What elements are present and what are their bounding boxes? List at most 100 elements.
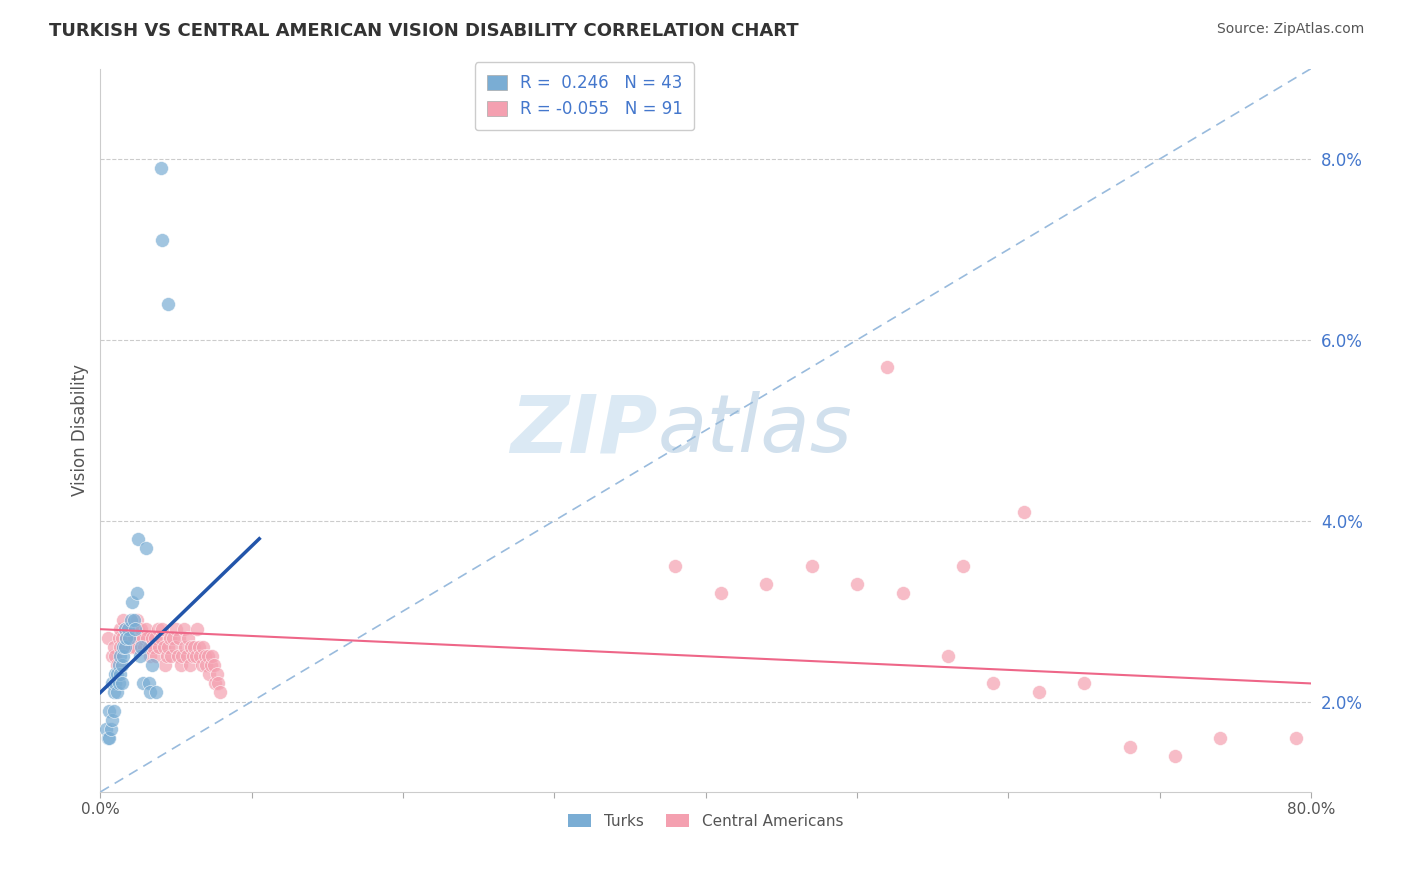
Point bbox=[166, 649, 188, 664]
Point bbox=[145, 685, 167, 699]
Point bbox=[664, 558, 686, 573]
Point bbox=[200, 658, 222, 673]
Point bbox=[1164, 748, 1187, 763]
Point bbox=[107, 658, 129, 673]
Point bbox=[135, 541, 157, 555]
Point bbox=[155, 658, 177, 673]
Point bbox=[121, 595, 143, 609]
Point bbox=[100, 722, 122, 736]
Point bbox=[163, 640, 186, 655]
Point bbox=[129, 622, 152, 636]
Point bbox=[180, 640, 202, 655]
Point bbox=[110, 658, 132, 673]
Point bbox=[104, 667, 127, 681]
Point bbox=[128, 632, 150, 646]
Point bbox=[98, 704, 121, 718]
Legend: Turks, Central Americans: Turks, Central Americans bbox=[562, 807, 849, 835]
Point bbox=[198, 667, 221, 681]
Point bbox=[136, 632, 159, 646]
Point bbox=[148, 640, 170, 655]
Point bbox=[981, 676, 1004, 690]
Point bbox=[141, 632, 163, 646]
Point bbox=[183, 640, 205, 655]
Point bbox=[193, 640, 215, 655]
Point bbox=[152, 233, 174, 247]
Point bbox=[105, 667, 128, 681]
Point bbox=[134, 640, 156, 655]
Point bbox=[1118, 739, 1140, 754]
Point bbox=[205, 667, 228, 681]
Point bbox=[142, 640, 165, 655]
Point bbox=[207, 676, 229, 690]
Point bbox=[121, 640, 143, 655]
Point bbox=[115, 632, 138, 646]
Text: TURKISH VS CENTRAL AMERICAN VISION DISABILITY CORRELATION CHART: TURKISH VS CENTRAL AMERICAN VISION DISAB… bbox=[49, 22, 799, 40]
Point bbox=[108, 667, 131, 681]
Point bbox=[101, 713, 124, 727]
Point bbox=[132, 676, 155, 690]
Point bbox=[139, 649, 162, 664]
Point bbox=[177, 632, 200, 646]
Point bbox=[129, 640, 152, 655]
Point bbox=[162, 632, 184, 646]
Point bbox=[139, 685, 162, 699]
Point bbox=[755, 577, 778, 591]
Point bbox=[157, 296, 180, 310]
Point bbox=[138, 676, 160, 690]
Point bbox=[125, 613, 148, 627]
Point bbox=[104, 676, 127, 690]
Point bbox=[97, 731, 120, 745]
Point bbox=[184, 649, 207, 664]
Text: Source: ZipAtlas.com: Source: ZipAtlas.com bbox=[1216, 22, 1364, 37]
Point bbox=[122, 632, 145, 646]
Point bbox=[194, 649, 217, 664]
Point bbox=[891, 586, 914, 600]
Point bbox=[103, 685, 125, 699]
Point bbox=[1209, 731, 1232, 745]
Point bbox=[98, 731, 121, 745]
Point bbox=[174, 640, 197, 655]
Point bbox=[127, 532, 149, 546]
Point bbox=[118, 632, 141, 646]
Point bbox=[127, 622, 149, 636]
Point bbox=[186, 622, 208, 636]
Point bbox=[187, 640, 209, 655]
Point bbox=[149, 632, 172, 646]
Point bbox=[190, 658, 212, 673]
Point bbox=[1285, 731, 1308, 745]
Point bbox=[120, 622, 142, 636]
Point bbox=[710, 586, 733, 600]
Point bbox=[112, 640, 135, 655]
Point bbox=[145, 649, 167, 664]
Point bbox=[172, 649, 194, 664]
Point bbox=[132, 632, 155, 646]
Point bbox=[143, 632, 166, 646]
Point bbox=[146, 622, 169, 636]
Point bbox=[117, 622, 139, 636]
Point bbox=[115, 632, 138, 646]
Point bbox=[201, 649, 224, 664]
Point bbox=[153, 640, 176, 655]
Point bbox=[114, 622, 136, 636]
Point bbox=[188, 649, 211, 664]
Point bbox=[108, 649, 131, 664]
Point bbox=[124, 622, 146, 636]
Text: ZIP: ZIP bbox=[510, 392, 658, 469]
Point bbox=[149, 161, 172, 175]
Point bbox=[181, 649, 204, 664]
Point bbox=[1028, 685, 1050, 699]
Point bbox=[110, 632, 132, 646]
Point bbox=[846, 577, 869, 591]
Text: atlas: atlas bbox=[658, 392, 852, 469]
Point bbox=[195, 658, 218, 673]
Point bbox=[105, 685, 128, 699]
Point bbox=[138, 640, 160, 655]
Point bbox=[97, 632, 120, 646]
Point bbox=[120, 613, 142, 627]
Point bbox=[165, 622, 187, 636]
Point bbox=[118, 632, 141, 646]
Point bbox=[101, 676, 124, 690]
Point bbox=[173, 622, 195, 636]
Point bbox=[208, 685, 231, 699]
Point bbox=[197, 649, 219, 664]
